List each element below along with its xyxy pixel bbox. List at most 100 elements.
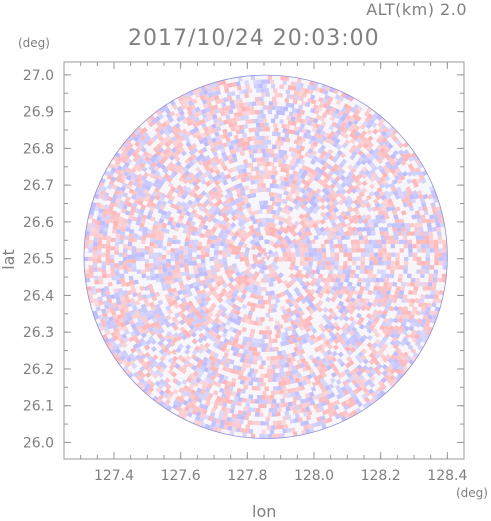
radar-cell (289, 174, 295, 180)
radar-cell (179, 285, 186, 292)
radar-cell (158, 158, 165, 166)
radar-cell (185, 313, 192, 320)
y-unit-label: (deg) (18, 36, 50, 50)
radar-cell (370, 277, 377, 283)
radar-cell (164, 279, 170, 285)
radar-cell (324, 355, 331, 362)
radar-cell (249, 105, 255, 111)
radar-cell (251, 157, 257, 163)
radar-cell (253, 258, 260, 266)
radar-cell (235, 249, 241, 255)
radar-cell (321, 84, 327, 90)
radar-cell (382, 256, 387, 262)
radar-cell (233, 112, 239, 118)
radar-cell (338, 110, 345, 117)
radar-cell (329, 183, 336, 190)
radar-cell (377, 342, 384, 349)
radar-cell (117, 204, 124, 210)
radar-cell (330, 166, 337, 173)
radar-cell (169, 202, 176, 209)
radar-cell (134, 208, 141, 214)
radar-cell (192, 314, 199, 321)
radar-cell (386, 265, 391, 270)
radar-cell (217, 210, 224, 217)
radar-cell (405, 186, 412, 192)
radar-cell (148, 250, 154, 255)
radar-cell (343, 103, 350, 110)
radar-cell (254, 377, 260, 383)
radar-cell (255, 386, 261, 391)
radar-cell (193, 126, 200, 133)
radar-cell (286, 215, 293, 222)
radar-cell (433, 197, 439, 204)
radar-cell (104, 204, 110, 210)
radar-cell (310, 94, 316, 100)
radar-cell (118, 216, 124, 222)
radar-cell (222, 232, 229, 239)
radar-cell (321, 171, 328, 178)
radar-cell (128, 237, 133, 243)
radar-cell (316, 265, 322, 271)
radar-cell (197, 407, 204, 413)
radar-cell (285, 371, 291, 377)
radar-cell (182, 363, 189, 370)
radar-cell (291, 156, 297, 162)
radar-cell (238, 419, 244, 425)
radar-cell (202, 136, 209, 143)
radar-cell (271, 96, 277, 102)
radar-cell (382, 309, 389, 316)
radar-cell (336, 285, 343, 292)
radar-cell (211, 175, 218, 182)
radar-cell (394, 332, 401, 339)
radar-cell (336, 165, 343, 172)
radar-cell (250, 244, 257, 251)
radar-cell (273, 250, 279, 257)
radar-cell (295, 312, 301, 319)
radar-cell (294, 272, 301, 279)
radar-cell (248, 162, 254, 168)
radar-cell (392, 357, 399, 364)
radar-cell (137, 200, 144, 206)
radar-cell (130, 194, 137, 200)
radar-cell (303, 361, 310, 367)
radar-cell (120, 277, 126, 283)
radar-cell (299, 159, 306, 165)
radar-cell (430, 218, 436, 224)
radar-cell (227, 316, 234, 322)
radar-cell (207, 333, 214, 340)
radar-cell (254, 342, 260, 348)
radar-cell (191, 132, 198, 139)
radar-cell (260, 278, 266, 283)
radar-cell (292, 170, 298, 176)
radar-cell (390, 261, 396, 266)
radar-cell (301, 128, 308, 134)
radar-cell (379, 324, 385, 331)
radar-cell (288, 279, 295, 286)
radar-cell (117, 304, 124, 310)
radar-cell (290, 151, 296, 158)
radar-cell (302, 375, 309, 381)
radar-cell (288, 111, 294, 117)
radar-cell (400, 285, 406, 291)
radar-cell (238, 297, 245, 304)
radar-cell (341, 158, 348, 165)
radar-cell (188, 316, 195, 323)
radar-cell (388, 293, 395, 300)
radar-cell (349, 391, 356, 397)
radar-cell (94, 279, 100, 285)
radar-cell (416, 243, 422, 249)
radar-cell (354, 376, 361, 383)
radar-cell (96, 258, 102, 264)
radar-cell (150, 161, 157, 168)
radar-cell (285, 124, 291, 130)
radar-cell (227, 247, 233, 253)
radar-cell (193, 269, 199, 275)
radar-cell (311, 201, 318, 208)
radar-cell (425, 261, 430, 266)
radar-cell (384, 168, 391, 175)
radar-cell (209, 96, 216, 102)
radar-cell (162, 263, 167, 268)
radar-cell (423, 231, 429, 236)
radar-cell (367, 273, 373, 279)
radar-cell (358, 316, 365, 323)
